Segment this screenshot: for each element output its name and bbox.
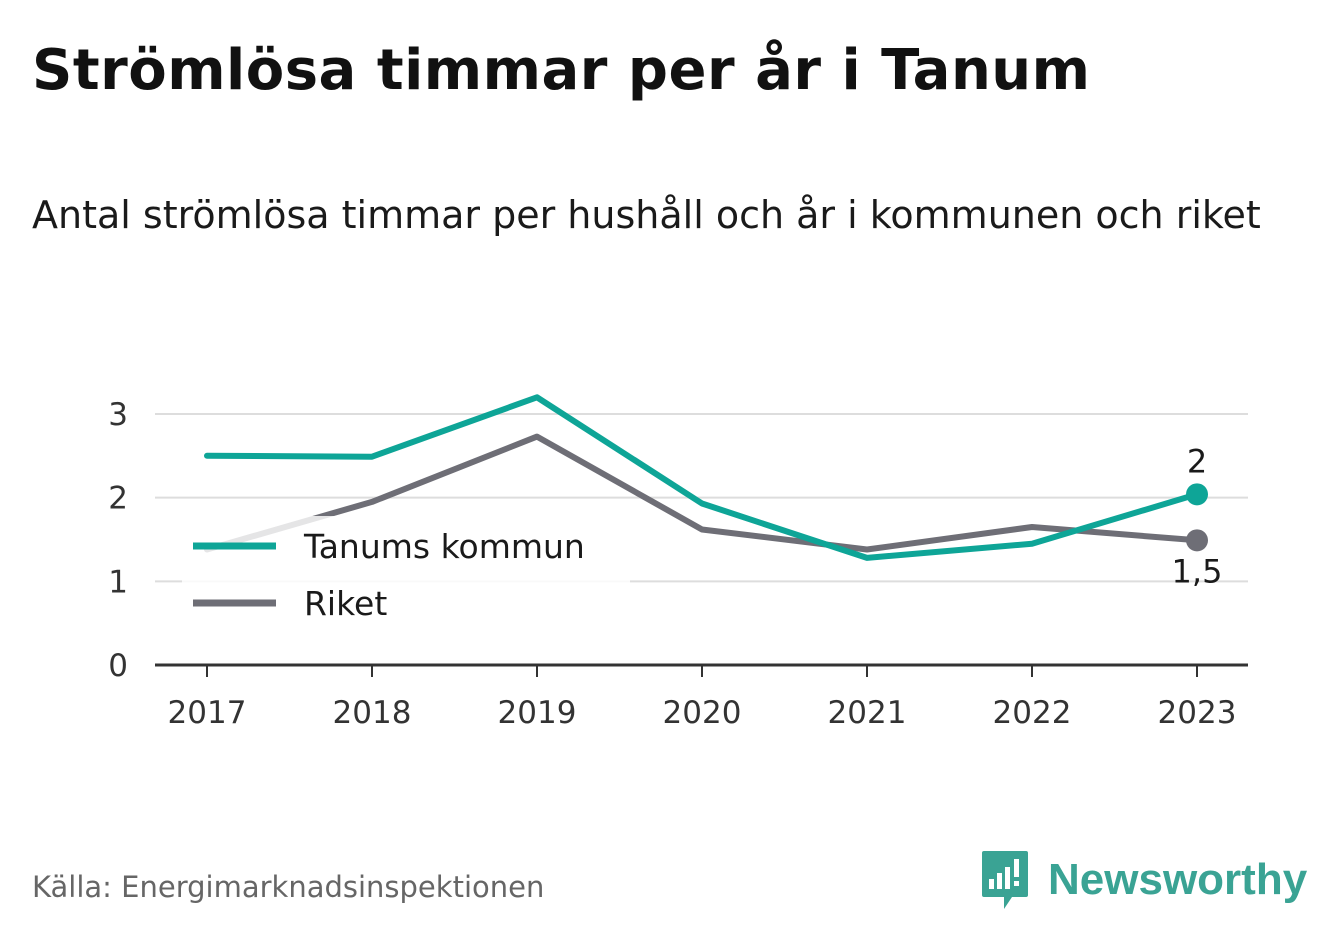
y-tick-label: 3 <box>108 397 128 433</box>
data-label-end: 2 <box>1187 442 1207 480</box>
brand-name: Newsworthy <box>1048 855 1308 904</box>
source-note: Källa: Energimarknadsinspektionen <box>32 870 545 904</box>
newsworthy-logo: Newsworthy <box>980 848 1307 912</box>
series-lines <box>204 394 1208 561</box>
y-tick-label: 1 <box>108 564 128 600</box>
series-line-riket <box>204 433 1200 553</box>
series-line-tanums-kommun <box>204 394 1200 561</box>
chart-title: Strömlösa timmar per år i Tanum <box>32 38 1091 103</box>
y-axis-ticks: 0 1 2 3 <box>108 397 128 684</box>
legend-label: Riket <box>304 584 387 623</box>
series-end-point <box>1186 529 1208 552</box>
bar-chart-bubble-icon <box>982 851 1028 909</box>
series-end-point <box>1186 483 1208 506</box>
legend: Tanums kommun Riket <box>182 516 630 636</box>
x-tick-label: 2019 <box>498 695 577 731</box>
data-labels: 21,5 <box>1172 442 1223 590</box>
x-tick-label: 2021 <box>828 695 907 731</box>
x-tick-label: 2017 <box>168 695 247 731</box>
chart-subtitle: Antal strömlösa timmar per hushåll och å… <box>32 193 1261 237</box>
y-tick-label: 0 <box>108 648 128 684</box>
data-label-end: 1,5 <box>1172 552 1223 590</box>
legend-background <box>182 516 630 636</box>
x-tick-label: 2018 <box>333 695 412 731</box>
y-tick-label: 2 <box>108 481 128 517</box>
x-tick-label: 2023 <box>1158 695 1237 731</box>
legend-label: Tanums kommun <box>303 527 585 566</box>
x-tick-label: 2020 <box>663 695 742 731</box>
x-tick-label: 2022 <box>993 695 1072 731</box>
x-axis-ticks: 2017 2018 2019 2020 2021 2022 2023 <box>168 665 1237 731</box>
